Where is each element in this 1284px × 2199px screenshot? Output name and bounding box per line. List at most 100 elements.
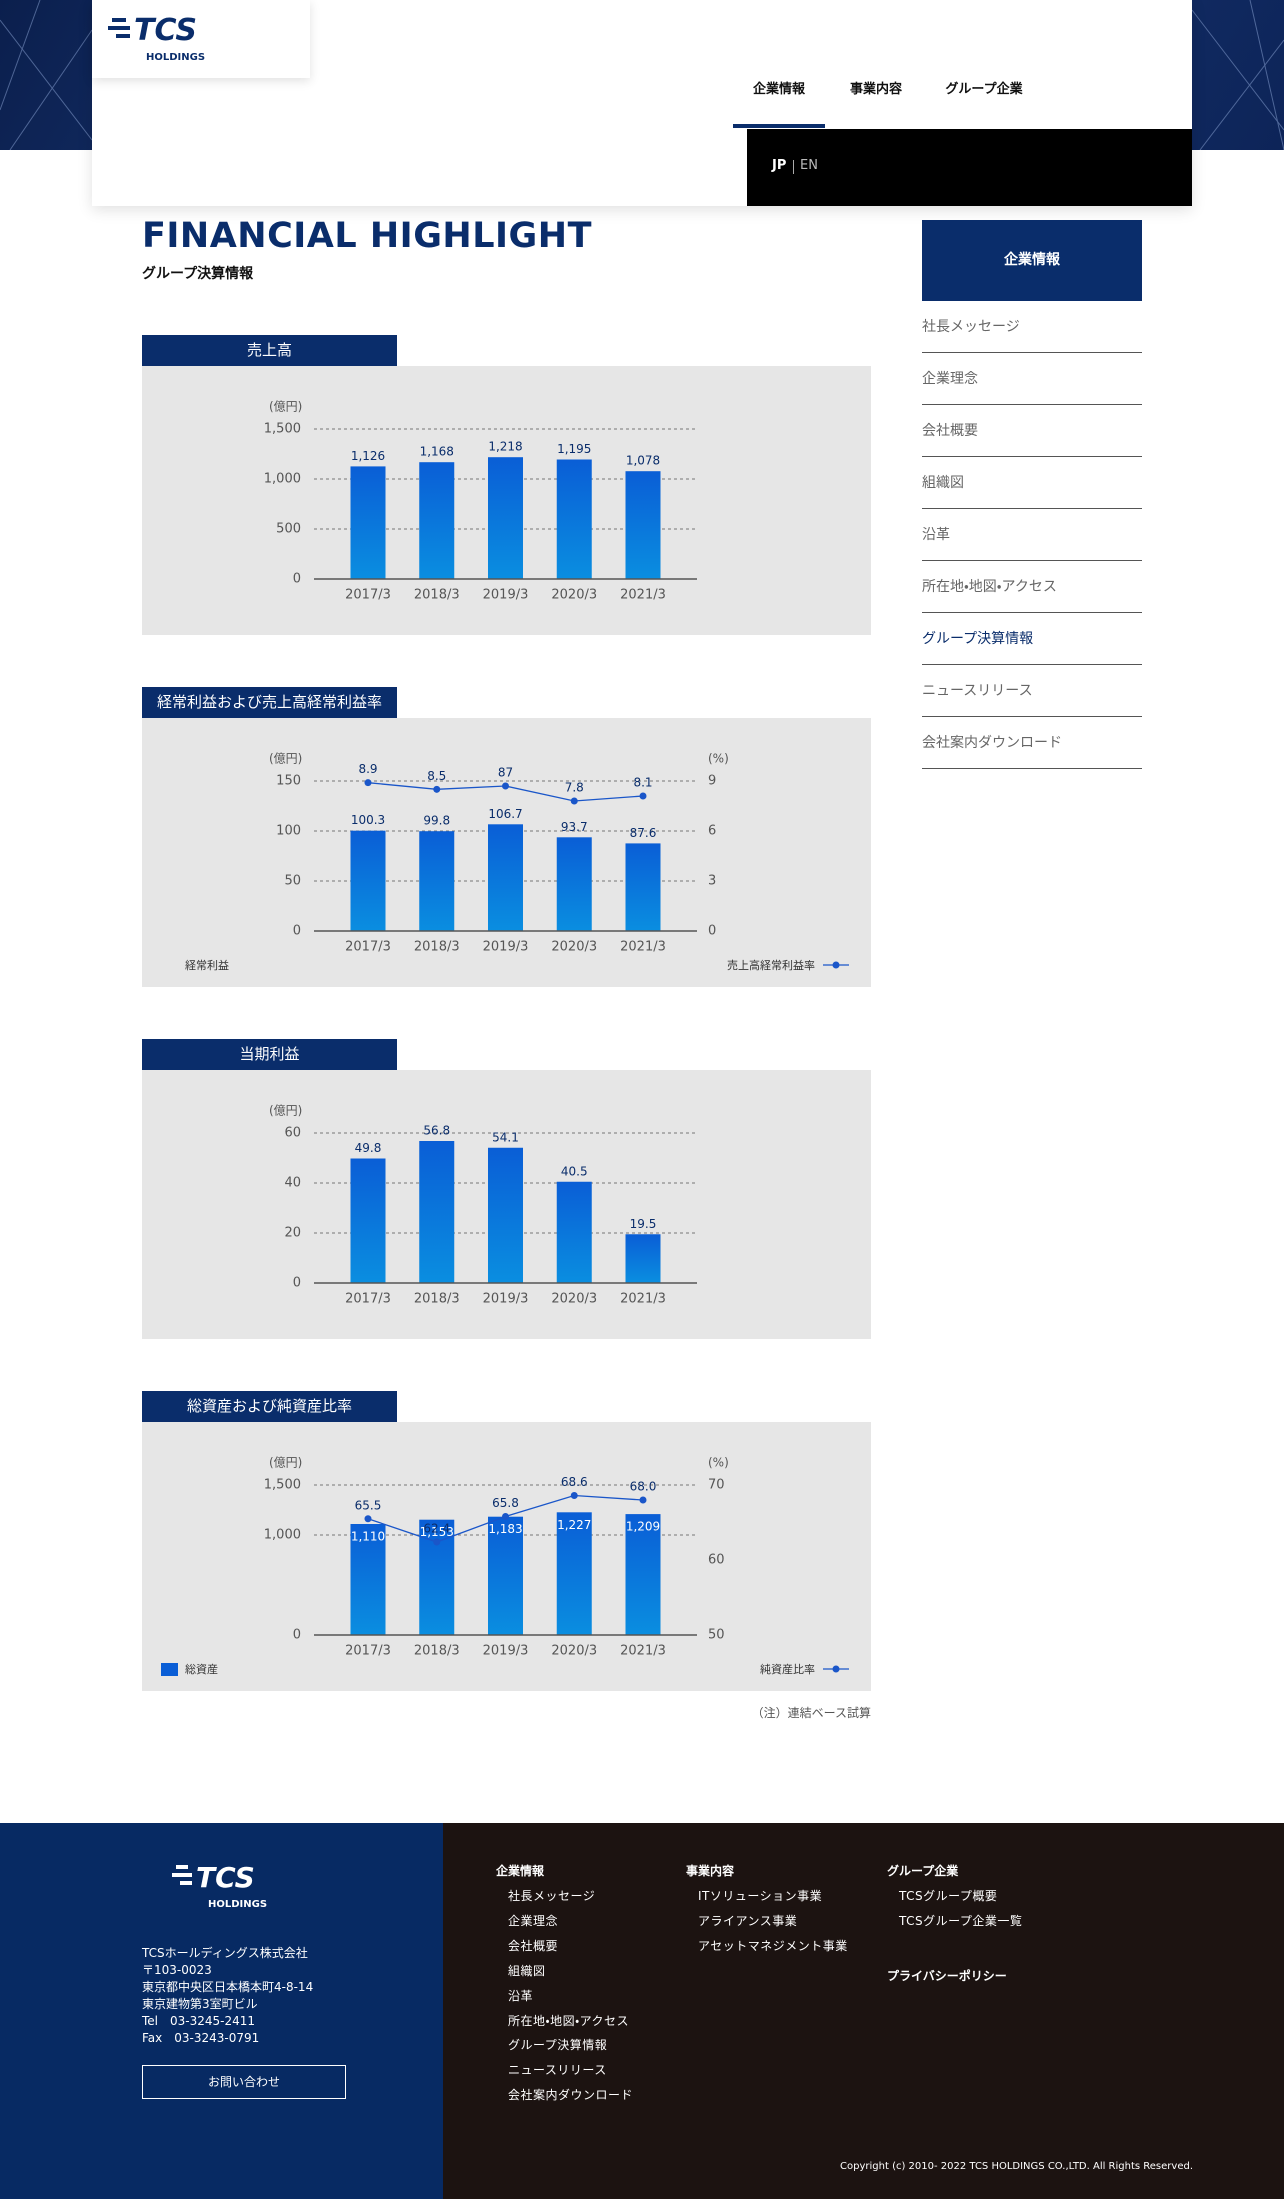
footer-link[interactable]: 社長メッセージ (508, 1889, 596, 1903)
footer-link[interactable]: TCSグループ企業一覧 (899, 1913, 1023, 1928)
address-line: 東京都中央区日本橋本町4-8-14 (142, 1980, 314, 1994)
address-line: 〒103-0023 (142, 1963, 212, 1977)
footer-link[interactable]: アセットマネジメント事業 (698, 1938, 848, 1953)
y-tick-label: 3 (708, 874, 716, 889)
footer-link[interactable]: 沿革 (508, 1988, 534, 2003)
line-point (364, 779, 372, 787)
footer-logo: TCS HOLDINGS (172, 1861, 267, 1910)
chart: 0 50 100 150 0 3 6 9 (億円) (%) 2017/3 2018/3 2019/3 20… (185, 752, 849, 972)
page-title: FINANCIAL HIGHLIGHT (142, 216, 592, 256)
footer-logo-text: TCS (196, 1861, 255, 1894)
line-point (570, 1492, 578, 1499)
bar (625, 471, 661, 579)
nav-item[interactable]: 事業内容 (849, 82, 903, 97)
language-bar (747, 129, 1192, 206)
nav-active-underline (733, 124, 825, 128)
address-line: TCSホールディングス株式会社 (142, 1946, 308, 1960)
bar-value-label: 56.8 (423, 1124, 450, 1138)
footer-link[interactable]: ITソリューション事業 (698, 1889, 823, 1903)
sidebar-item[interactable]: 会社案内ダウンロード (922, 717, 1142, 769)
note: （注）連結ベース試算 (751, 1706, 871, 1720)
y-tick-label: 0 (293, 572, 301, 587)
y-tick-label: 1,000 (264, 472, 301, 487)
x-tick-label: 2021/3 (620, 588, 666, 603)
footer-heading[interactable]: グループ企業 (887, 1864, 959, 1878)
footer-heading[interactable]: 企業情報 (496, 1864, 545, 1878)
x-tick-label: 2017/3 (345, 1292, 391, 1307)
y-tick-label: 60 (708, 1553, 725, 1568)
bar-value-label: 19.5 (630, 1217, 657, 1231)
y-axis-label: (億円) (269, 400, 302, 414)
y2-axis-label: (%) (708, 752, 729, 766)
y-tick-label: 9 (708, 774, 716, 789)
footer-link[interactable]: 組織図 (508, 1963, 546, 1978)
legend-label: 総資産 (185, 1662, 218, 1676)
x-tick-label: 2020/3 (551, 588, 597, 603)
bar-value-label: 1,153 (420, 1525, 454, 1539)
line-value-label: 65.5 (355, 1498, 382, 1512)
bar-value-label: 93.7 (561, 820, 588, 834)
sidebar-item[interactable]: ニュースリリース (922, 665, 1142, 717)
footer-right (443, 1823, 1284, 2199)
sidebar-item[interactable]: グループ決算情報 (922, 613, 1142, 665)
sidebar-item[interactable]: 沿革 (922, 509, 1142, 561)
footer-link[interactable]: ニュースリリース (508, 2063, 607, 2078)
bar (488, 824, 523, 931)
logo-text: TCS (134, 13, 197, 48)
footer-link[interactable]: アライアンス事業 (698, 1913, 798, 1928)
footer-link[interactable]: TCSグループ概要 (899, 1889, 998, 1903)
bar-value-label: 1,168 (420, 445, 454, 459)
footer-link[interactable]: 会社案内ダウンロード (508, 2088, 634, 2103)
legend-label: 純資産比率 (760, 1662, 815, 1676)
x-tick-label: 2017/3 (345, 1644, 391, 1659)
sidebar-item[interactable]: 企業理念 (922, 353, 1142, 405)
privacy-link[interactable]: プライバシーポリシー (887, 1969, 1007, 1983)
bar (350, 830, 386, 931)
chart-heading: 経常利益および売上高経常利益率 (142, 687, 397, 718)
sidebar-heading[interactable]: 企業情報 (922, 220, 1142, 301)
x-tick-label: 2020/3 (551, 1644, 597, 1659)
logo[interactable]: TCS HOLDINGS (92, 0, 310, 78)
y-tick-label: 1,000 (264, 1528, 301, 1543)
footer-link[interactable]: 所在地・地図・アクセス (508, 2013, 630, 2028)
chart: 0 20 40 60 (億円) 2017/3 2018/3 2019/3 2020/3 2021/… (269, 1104, 697, 1307)
x-tick-label: 2020/3 (551, 1292, 597, 1307)
line-value-label: 87 (498, 766, 513, 780)
nav-item[interactable]: グループ企業 (945, 82, 1023, 97)
x-tick-label: 2019/3 (483, 940, 529, 955)
sidebar-item[interactable]: 組織図 (922, 457, 1142, 509)
y-tick-label: 20 (284, 1226, 301, 1241)
nav-item[interactable]: 企業情報 (752, 82, 806, 97)
footer-link[interactable]: グループ決算情報 (508, 2038, 608, 2053)
bar-value-label: 54.1 (492, 1130, 519, 1144)
bar (419, 831, 455, 931)
line-value-label: 8.5 (427, 769, 446, 783)
x-tick-label: 2021/3 (620, 1292, 666, 1307)
footer-heading[interactable]: 事業内容 (686, 1864, 735, 1878)
y-tick-label: 70 (708, 1478, 725, 1493)
sidebar-item[interactable]: 社長メッセージ (922, 301, 1142, 353)
lang-jp[interactable]: JP (772, 158, 787, 173)
x-tick-label: 2017/3 (345, 940, 391, 955)
footer-link[interactable]: 会社概要 (508, 1938, 559, 1953)
bar-value-label: 1,078 (626, 454, 660, 468)
footer-link[interactable]: 企業理念 (508, 1913, 559, 1928)
sidebar-item[interactable]: 所在地・地図・アクセス (922, 561, 1142, 613)
y-tick-label: 500 (276, 522, 301, 537)
y-axis-label: (億円) (269, 1104, 302, 1118)
y-tick-label: 0 (293, 1276, 301, 1291)
y-tick-label: 100 (276, 824, 301, 839)
contact-button[interactable]: お問い合わせ (142, 2065, 346, 2099)
bar-value-label: 1,110 (351, 1530, 385, 1544)
bar (419, 1141, 455, 1283)
x-tick-label: 2019/3 (483, 1292, 529, 1307)
line-value-label: 68.6 (561, 1475, 588, 1489)
bar (419, 462, 455, 579)
address-line: 東京建物第3室町ビル (142, 1997, 258, 2011)
line-point (364, 1515, 372, 1523)
sidebar-item[interactable]: 会社概要 (922, 405, 1142, 457)
bar-value-label: 99.8 (423, 814, 450, 828)
lang-en[interactable]: EN (800, 158, 818, 173)
line-value-label: 8.1 (633, 776, 652, 790)
y-tick-label: 1,500 (264, 422, 301, 437)
